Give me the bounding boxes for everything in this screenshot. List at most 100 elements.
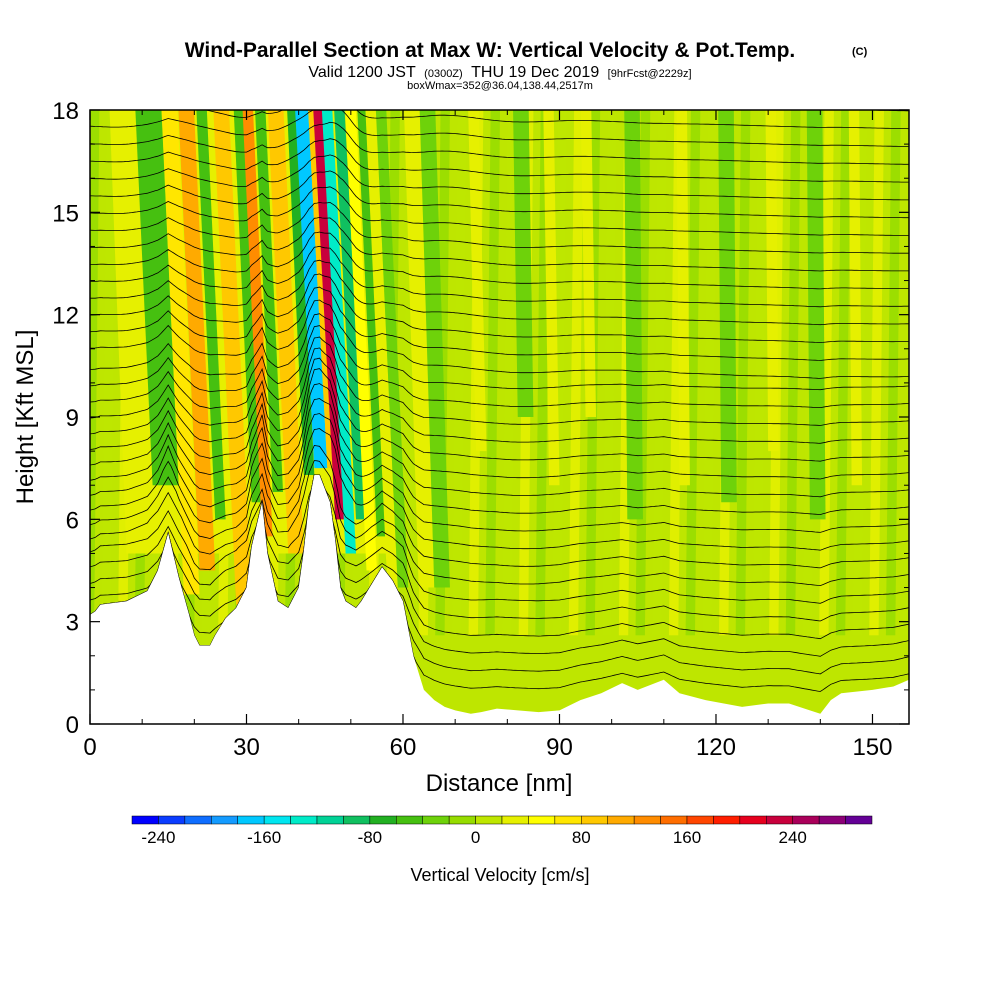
w-band [419,110,450,588]
y-tick-label: 12 [52,303,79,330]
theta-contour [90,245,909,308]
theta-contour [108,110,909,130]
w-band [334,110,367,520]
colorbar-swatch [131,815,159,825]
y-axis-title: Height [Kft MSL] [12,330,39,505]
w-band [513,110,534,417]
w-band [806,110,826,520]
plot-area: 0 30 60 90 120 150 0 3 6 9 12 15 18 [52,98,910,761]
w-band [321,110,357,554]
w-band [404,110,435,588]
terrain-mask [90,475,909,724]
w-streak [450,110,467,724]
colorbar-tick-label: -240 [141,828,175,847]
colorbar-swatch [290,815,318,825]
theta-contour [90,299,909,379]
x-axis: 0 30 60 90 120 150 [83,110,893,761]
y-tick-label: 3 [66,610,79,637]
w-band [375,110,409,588]
theta-contour [90,474,909,675]
valid-time: Valid 1200 JST [308,64,416,81]
w-band [196,110,226,520]
w-band [345,110,377,571]
w-band [848,110,863,486]
theta-contour [90,259,909,326]
copyright-mark: (C) [852,46,868,58]
colorbar-swatch [369,815,397,825]
w-streak [868,110,884,724]
colorbar-swatch [475,815,503,825]
w-band [267,110,304,554]
y-axis: 0 3 6 9 12 15 18 [52,98,909,739]
theta-contour [90,445,909,569]
w-band [213,110,252,605]
theta-contour [90,474,909,657]
theta-contour [90,474,909,622]
w-streak [651,110,667,724]
w-streak [634,110,651,724]
theta-contour [90,313,909,391]
terrain-fill [90,475,909,724]
w-streak [501,110,517,724]
potential-temperature-contours [90,110,909,692]
w-band [676,110,690,486]
colorbar-swatch [554,815,582,825]
theta-contour [90,273,909,344]
colorbar-swatch [448,815,476,825]
w-streak [484,110,501,724]
x-tick-label: 60 [390,734,417,761]
colorbar-swatch [713,815,741,825]
colorbar-swatch [581,815,608,825]
w-streak [818,110,834,724]
y-tick-label: 18 [52,98,79,125]
x-tick-label: 90 [546,734,573,761]
colorbar-tick-label: 80 [572,828,591,847]
colorbar-swatch [263,815,291,825]
w-band [295,110,328,469]
theta-contour [90,368,909,480]
theta-contour [90,428,909,551]
theta-contour [90,170,909,219]
colorbar-swatch [766,815,793,825]
w-band [161,110,200,595]
x-tick-label: 120 [696,734,736,761]
w-streak [734,110,751,724]
colorbar-tick-label: 0 [471,828,480,847]
colorbar-tick-label: 160 [673,828,701,847]
theta-contour [90,347,909,444]
theta-contour [90,216,909,272]
colorbar-tick-label: 240 [779,828,807,847]
colorbar-swatch [739,815,767,825]
colorbar-swatch [528,815,556,825]
w-band [255,110,284,493]
valid-date: THU 19 Dec 2019 [471,64,599,81]
chart-title: Wind-Parallel Section at Max W: Vertical… [185,39,796,62]
w-band [313,110,346,520]
colorbar-title: Vertical Velocity [cm/s] [410,865,589,885]
w-streak [551,110,567,724]
chart-subtitle: Valid 1200 JST (0300Z) THU 19 Dec 2019 [… [308,64,691,81]
w-band [233,110,263,503]
colorbar-swatch [184,815,212,825]
theta-contour [90,110,909,147]
theta-contour [90,201,909,254]
colorbar-swatch [158,815,186,825]
x-tick-label: 150 [852,734,892,761]
w-streak [684,110,701,724]
theta-contour [90,286,909,361]
w-streak [751,110,768,724]
theta-contour [90,357,909,462]
colorbar-tick-label: -160 [247,828,281,847]
colorbar-swatch [792,815,820,825]
w-band [765,110,779,452]
w-band [365,110,398,588]
x-tick-label: 0 [83,734,96,761]
y-tick-label: 15 [52,200,79,227]
w-streak [834,110,851,724]
x-tick-label: 30 [233,734,260,761]
y-tick-label: 9 [66,405,79,432]
colorbar-swatch [633,815,661,825]
w-band [543,110,560,486]
colorbar-tick-label: -80 [358,828,383,847]
